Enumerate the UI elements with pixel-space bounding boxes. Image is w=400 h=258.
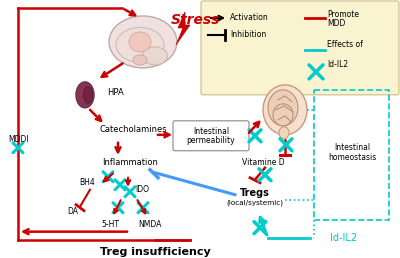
Text: Inhibition: Inhibition — [230, 30, 266, 39]
Text: MDD: MDD — [327, 19, 345, 28]
Text: Stress: Stress — [170, 13, 220, 27]
Text: Vitamine D: Vitamine D — [242, 158, 284, 167]
Ellipse shape — [279, 127, 289, 139]
Ellipse shape — [116, 27, 164, 62]
Text: (local/systemic): (local/systemic) — [226, 199, 284, 206]
Ellipse shape — [109, 16, 177, 68]
Ellipse shape — [129, 32, 151, 52]
Ellipse shape — [273, 104, 293, 126]
Text: MDDI: MDDI — [8, 135, 29, 144]
Text: Intestinal: Intestinal — [334, 143, 370, 152]
Text: Tregs: Tregs — [240, 188, 270, 198]
Text: IDO: IDO — [135, 185, 149, 194]
Polygon shape — [176, 12, 190, 45]
Text: Id-IL2: Id-IL2 — [330, 233, 357, 243]
Ellipse shape — [133, 55, 147, 65]
Text: DA: DA — [68, 207, 78, 216]
Text: 5-HT: 5-HT — [101, 220, 119, 229]
Text: BH4: BH4 — [79, 178, 95, 187]
Text: Catecholamines: Catecholamines — [99, 125, 167, 134]
FancyBboxPatch shape — [201, 1, 399, 95]
Text: Treg insufficiency: Treg insufficiency — [100, 247, 210, 257]
Ellipse shape — [84, 86, 92, 103]
Text: Id-IL2: Id-IL2 — [327, 60, 348, 69]
Ellipse shape — [142, 47, 168, 65]
Text: HPA: HPA — [107, 88, 124, 97]
Ellipse shape — [263, 85, 307, 135]
Text: Intestinal: Intestinal — [193, 127, 229, 136]
Text: Inflammation: Inflammation — [102, 158, 158, 167]
Ellipse shape — [76, 82, 94, 108]
Text: Promote: Promote — [327, 11, 359, 19]
Text: Effects of: Effects of — [327, 41, 363, 50]
Text: NMDA: NMDA — [138, 220, 162, 229]
FancyBboxPatch shape — [173, 121, 249, 151]
Text: permeability: permeability — [187, 136, 235, 145]
Text: Activation: Activation — [230, 13, 269, 22]
Text: homeostasis: homeostasis — [328, 153, 376, 162]
Ellipse shape — [268, 90, 298, 126]
